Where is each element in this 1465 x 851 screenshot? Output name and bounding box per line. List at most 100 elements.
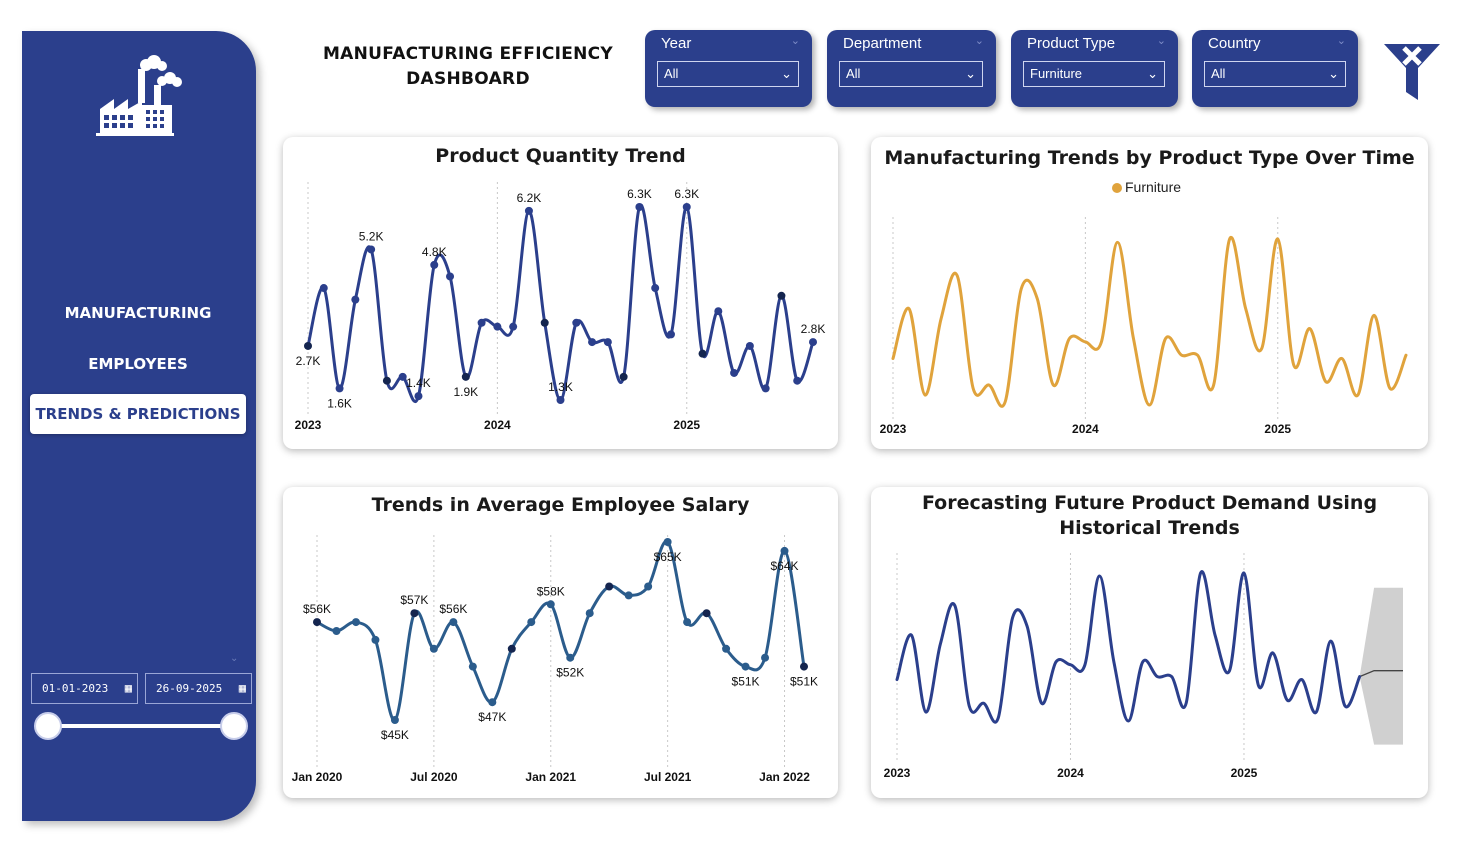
end-date-input[interactable]: 26-09-2025 ▦: [145, 673, 252, 704]
data-point: [319, 284, 328, 293]
slicer-year[interactable]: Year ⌄ All ⌄: [645, 30, 812, 107]
data-point: [313, 618, 321, 627]
product-quantity-chart[interactable]: 2023 2024 2025 2.7K 1.6K 5.2K 1.4K 4.8K 1.9K 6.2K…: [283, 137, 838, 449]
data-point: [698, 349, 707, 358]
data-point: [730, 368, 739, 377]
data-point: [398, 372, 407, 381]
data-point: [682, 203, 691, 211]
data-point: [585, 609, 594, 618]
date-range-slider[interactable]: [48, 724, 234, 728]
data-point: [793, 376, 802, 385]
calendar-icon[interactable]: ▦: [238, 681, 246, 695]
x-tick-label: Jul 2021: [644, 770, 692, 784]
chevron-down-icon[interactable]: ⌄: [790, 34, 800, 47]
year-dropdown[interactable]: All ⌄: [657, 61, 799, 87]
data-label: 1.9K: [453, 385, 478, 399]
slider-end-handle[interactable]: [220, 712, 248, 740]
forecast-chart[interactable]: 2023 2024 2025: [871, 487, 1428, 798]
data-label: 1.6K: [327, 396, 352, 410]
nav-employees[interactable]: EMPLOYEES: [88, 355, 188, 373]
data-point: [603, 338, 612, 347]
data-point: [332, 627, 341, 635]
data-point: [390, 716, 399, 724]
x-tick-label: Jan 2020: [292, 770, 343, 784]
chevron-down-icon: ⌄: [1147, 66, 1158, 81]
slicer-label: Product Type: [1027, 35, 1116, 52]
data-point: [546, 600, 555, 609]
data-point: [477, 318, 486, 327]
data-point: [461, 372, 470, 381]
data-label: $57K: [400, 593, 428, 607]
data-point: [351, 618, 360, 627]
data-point: [540, 318, 549, 327]
data-point: [702, 609, 711, 618]
chart-card-trends-by-product: Manufacturing Trends by Product Type Ove…: [871, 137, 1428, 449]
x-tick-label: 2025: [1231, 766, 1258, 780]
start-date-input[interactable]: 01-01-2023 ▦: [31, 673, 138, 704]
data-point: [493, 322, 502, 331]
chevron-down-icon: ⌄: [1328, 66, 1339, 81]
data-point: [335, 384, 344, 393]
data-point: [527, 618, 536, 627]
data-point: [714, 307, 723, 316]
nav-manufacturing[interactable]: MANUFACTURING: [64, 304, 212, 322]
data-point: [429, 644, 438, 653]
forecast-band: [1359, 587, 1403, 745]
chevron-down-icon[interactable]: ⌄: [1156, 34, 1166, 47]
start-date-value: 01-01-2023: [42, 682, 109, 695]
chart-title: Product Quantity Trend: [435, 145, 686, 167]
data-point: [588, 338, 597, 347]
slicer-country[interactable]: Country ⌄ All ⌄: [1192, 30, 1358, 107]
page-title: MANUFACTURING EFFICIENCY DASHBOARD: [322, 44, 614, 89]
data-point: [800, 662, 808, 671]
data-point: [624, 591, 633, 600]
chart-title: Forecasting Future Product Demand Using …: [921, 492, 1378, 539]
x-tick-label: 2025: [673, 418, 700, 432]
x-tick-label: 2023: [295, 418, 322, 432]
chart-title: Trends in Average Employee Salary: [371, 494, 750, 516]
slicer-label: Country: [1208, 35, 1261, 52]
calendar-icon[interactable]: ▦: [124, 681, 132, 695]
x-tick-label: Jan 2022: [759, 770, 810, 784]
x-tick-label: 2023: [884, 766, 911, 780]
data-label: 6.3K: [674, 187, 699, 201]
slicer-label: Year: [661, 35, 692, 52]
trends-by-product-chart[interactable]: 2023 2024 2025 Furniture: [871, 137, 1428, 449]
x-tick-label: 2024: [484, 418, 511, 432]
chevron-down-icon[interactable]: ⌄: [974, 34, 984, 47]
slicer-department[interactable]: Department ⌄ All ⌄: [827, 30, 996, 107]
nav-trends-predictions[interactable]: TRENDS & PREDICTIONS: [30, 394, 246, 434]
data-point: [382, 376, 391, 385]
data-label: $51K: [790, 675, 818, 689]
data-point: [722, 644, 731, 653]
slicer-product-type[interactable]: Product Type ⌄ Furniture ⌄: [1011, 30, 1178, 107]
data-point: [430, 260, 439, 269]
sidebar: MANUFACTURING EMPLOYEES TRENDS & PREDICT…: [22, 31, 256, 821]
chart-card-product-quantity: Product Quantity Trend 2023 2024 2025 2.7K 1…: [283, 137, 838, 449]
data-label: 6.3K: [627, 187, 652, 201]
country-dropdown[interactable]: All ⌄: [1204, 61, 1346, 87]
legend-label: Furniture: [1125, 179, 1181, 195]
dropdown-value: All: [846, 66, 861, 81]
data-point: [410, 609, 419, 618]
product-type-dropdown[interactable]: Furniture ⌄: [1023, 61, 1165, 87]
data-point: [666, 330, 675, 339]
chevron-down-icon[interactable]: ⌄: [1336, 34, 1346, 47]
x-tick-label: 2024: [1057, 766, 1084, 780]
data-label: $47K: [478, 710, 506, 724]
data-point: [524, 206, 533, 215]
data-point: [761, 653, 770, 662]
data-point: [780, 546, 789, 555]
data-point: [304, 341, 312, 350]
slider-start-handle[interactable]: [34, 712, 62, 740]
data-label: 2.8K: [801, 322, 826, 336]
salary-chart[interactable]: Jan 2020 Jul 2020 Jan 2021 Jul 2021 Jan 2022…: [283, 487, 838, 798]
department-dropdown[interactable]: All ⌄: [839, 61, 983, 87]
data-point: [683, 618, 692, 627]
x-tick-label: 2025: [1264, 422, 1291, 436]
clear-filter-icon[interactable]: [1382, 42, 1442, 102]
slicer-label: Department: [843, 35, 922, 52]
chevron-down-icon[interactable]: ⌄: [230, 653, 239, 664]
data-label: $58K: [537, 584, 565, 598]
